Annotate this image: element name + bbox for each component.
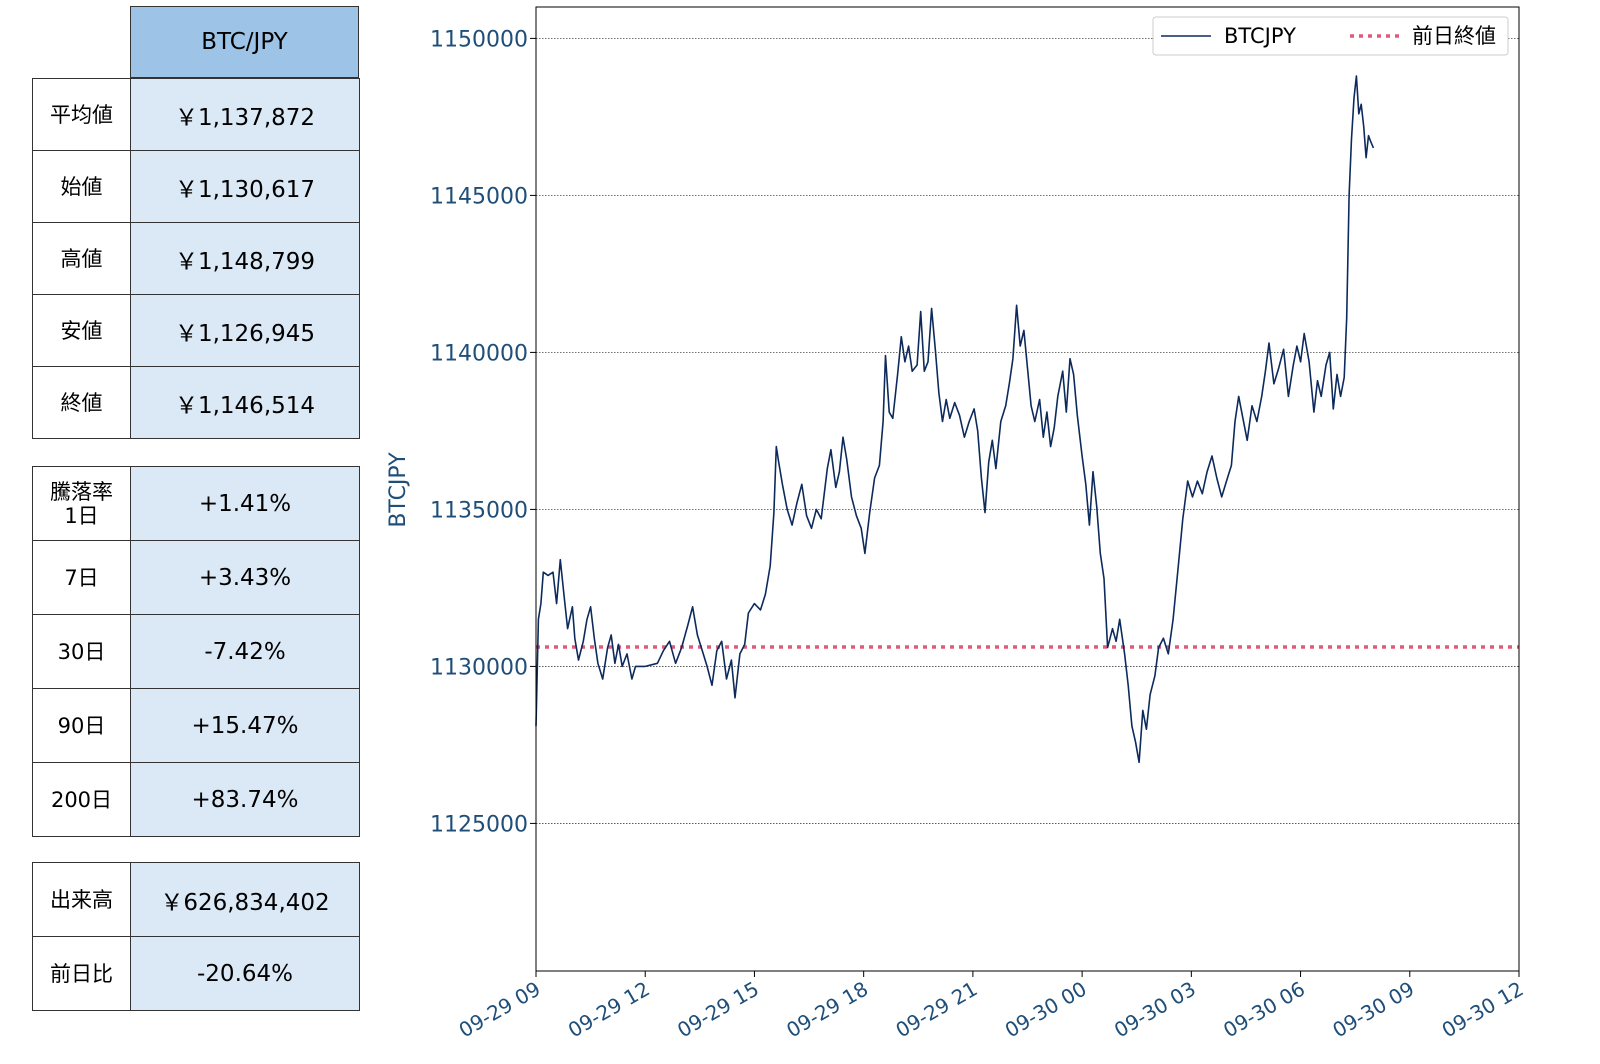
x-tick-label: 09-29 15 [673,977,763,1043]
row-value: +15.47% [130,688,360,763]
pair-label: BTC/JPY [201,29,288,55]
x-tick-label: 09-30 09 [1328,977,1418,1043]
y-tick-label: 1130000 [430,655,528,680]
row-label: 騰落率 1日 [32,466,131,541]
row-value: -20.64% [130,936,360,1011]
row-value: +83.74% [130,762,360,837]
table-row: 終値 ￥1,146,514 [32,366,360,439]
legend-label-btcjpy: BTCJPY [1224,24,1296,48]
x-axis-ticks: 09-29 09 09-29 12 09-29 15 09-29 18 09-29 21… [455,971,1528,1042]
legend-box [1152,16,1509,56]
row-label: 200日 [32,762,131,837]
row-value: ￥1,130,617 [130,150,360,223]
table-row: 200日 +83.74% [32,762,360,837]
x-tick-label: 09-29 18 [782,977,872,1043]
row-label: 高値 [32,222,131,295]
row-value: ￥626,834,402 [130,862,360,937]
grid-lines [536,38,1519,824]
table-row: 出来高 ￥626,834,402 [32,862,360,937]
plot-series [535,75,1519,764]
change-rate-table: 騰落率 1日 +1.41% 7日 +3.43% 30日 -7.42% 90日 +15.47% 2… [32,466,360,837]
price-summary-table: 平均値 ￥1,137,872 始値 ￥1,130,617 高値 ￥1,148,799 安値 ￥… [32,78,360,439]
row-label: 30日 [32,614,131,689]
table-row: 前日比 -20.64% [32,936,360,1011]
table-row: 平均値 ￥1,137,872 [32,78,360,151]
x-tick-label: 09-29 09 [455,977,545,1043]
table-row: 高値 ￥1,148,799 [32,222,360,295]
y-tick-label: 1125000 [430,812,528,837]
row-label: 安値 [32,294,131,367]
x-tick-label: 09-30 03 [1110,977,1200,1043]
row-value: ￥1,137,872 [130,78,360,151]
y-tick-label: 1140000 [430,341,528,366]
y-axis-label: BTCJPY [386,452,411,528]
volume-stats-table: 出来高 ￥626,834,402 前日比 -20.64% [32,862,360,1011]
y-tick-label: 1150000 [430,27,528,52]
legend-label-prev-close: 前日終値 [1412,24,1496,48]
row-value: +1.41% [130,466,360,541]
plot-frame [535,6,1520,972]
row-label: 90日 [32,688,131,763]
y-axis-ticks: 1125000 1130000 1135000 1140000 1145000 11500… [430,27,536,837]
row-label: 始値 [32,150,131,223]
legend: BTCJPY 前日終値 [1152,16,1509,56]
table-header-pair: BTC/JPY [130,6,359,78]
y-tick-label: 1145000 [430,184,528,209]
x-tick-label: 09-29 12 [564,977,654,1043]
x-tick-label: 09-30 06 [1219,977,1309,1043]
table-row: 90日 +15.47% [32,688,360,763]
btcjpy-price-line [535,75,1375,764]
x-tick-label: 09-30 12 [1438,977,1528,1043]
volume-table: 出来高 ￥626,834,402 前日比 -20.64% [32,862,360,1011]
y-tick-label: 1135000 [430,498,528,523]
row-value: ￥1,148,799 [130,222,360,295]
x-tick-label: 09-29 21 [892,977,982,1043]
change-table: 騰落率 1日 +1.41% 7日 +3.43% 30日 -7.42% 90日 +15.47% 2… [32,466,360,837]
row-value: ￥1,146,514 [130,366,360,439]
x-tick-label: 09-30 00 [1001,977,1091,1043]
table-row: 始値 ￥1,130,617 [32,150,360,223]
row-label: 終値 [32,366,131,439]
price-table: 平均値 ￥1,137,872 始値 ￥1,130,617 高値 ￥1,148,799 安値 ￥… [32,78,360,439]
table-row: 騰落率 1日 +1.41% [32,466,360,541]
row-label: 前日比 [32,936,131,1011]
